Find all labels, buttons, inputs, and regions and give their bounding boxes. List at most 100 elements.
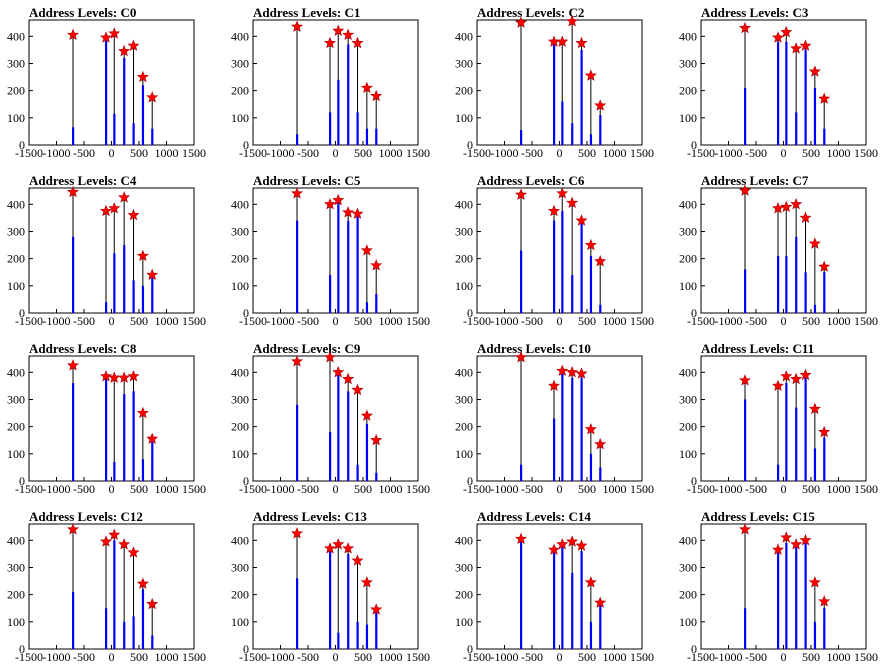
histogram-bar [375,128,378,145]
histogram-bar [777,551,780,649]
x-tick-label: -1000 [491,650,519,664]
x-tick-label: 1500 [630,482,654,496]
x-tick-label: -1000 [715,314,743,328]
x-tick-label: 1000 [155,146,179,160]
y-tick-label: 200 [455,252,473,266]
x-tick-label: -500 [73,146,95,160]
peak-star-marker [127,370,140,382]
y-tick-label: 200 [679,588,697,602]
y-tick-label: 200 [7,252,25,266]
peak-star-marker [290,187,304,199]
y-tick-label: 200 [7,420,25,434]
peak-star-marker [790,372,803,385]
y-tick-label: 0 [19,138,25,152]
peak-star-marker [771,543,785,555]
peak-star-marker [146,597,159,610]
x-tick-label: -1000 [715,650,743,664]
peak-star-marker [108,202,121,214]
y-tick-label: 100 [7,447,25,461]
peak-star-marker [584,423,597,435]
x-tick-label: 1000 [379,650,403,664]
peak-star-marker [584,69,597,81]
x-tick-label: 500 [130,650,148,664]
histogram-bar [113,253,116,313]
y-tick-label: 200 [231,420,249,434]
histogram-bar [785,543,788,649]
peak-star-marker [738,374,752,386]
peak-star-marker [799,368,812,381]
peak-star-marker [360,409,373,421]
x-tick-label: -1500 [239,650,267,664]
peak-star-marker [370,89,383,102]
histogram-bar [785,255,788,313]
x-tick-label: -1500 [15,146,43,160]
peak-star-marker [127,39,140,51]
x-tick-label: 0 [557,650,563,664]
y-tick-label: 100 [7,279,25,293]
histogram-bar [113,540,116,649]
x-tick-label: -1500 [687,314,715,328]
histogram-bar [599,600,602,649]
subplot-title: Address Levels: C2 [477,5,584,20]
plot-frame [476,19,643,146]
x-tick-label: 1000 [827,482,851,496]
histogram-bar [123,621,126,649]
x-tick-label: -500 [745,650,767,664]
peak-star-marker [66,185,80,198]
histogram-bar [804,49,807,145]
peak-star-marker [108,371,121,383]
x-tick-label: 1500 [182,314,206,328]
x-tick-label: -1000 [43,314,71,328]
histogram-bar [571,377,574,481]
peak-star-marker [818,92,831,104]
y-tick-label: 300 [7,392,25,406]
histogram-bar [571,274,574,313]
histogram-bar [823,437,826,481]
histogram-bar [785,41,788,145]
x-tick-label: -500 [297,146,319,160]
peak-star-marker [99,204,113,217]
histogram-bar [329,112,332,145]
x-tick-label: 0 [109,314,115,328]
subplot-title: Address Levels: C7 [701,173,809,188]
peak-star-marker [818,260,831,272]
histogram-bar [329,551,332,649]
peak-star-marker [136,70,149,83]
peak-star-marker [771,379,785,391]
x-tick-label: 0 [109,650,115,664]
y-tick-label: 0 [243,306,249,320]
peak-star-marker [290,355,304,367]
peak-star-marker [514,532,528,545]
histogram-bar [744,399,747,481]
histogram-bar [337,375,340,481]
histogram-bar [365,302,369,313]
peak-star-marker [146,432,159,444]
histogram-bar [553,551,556,649]
y-tick-label: 200 [231,588,249,602]
x-tick-label: 1000 [603,146,627,160]
y-tick-label: 200 [455,588,473,602]
peak-star-marker [584,238,597,251]
x-tick-label: 1500 [630,146,654,160]
x-tick-label: 500 [578,650,596,664]
histogram-bar [520,540,523,649]
x-tick-label: 1000 [155,314,179,328]
subplot-c5: Address Levels: C5 0 100 200 300 400 -1500 -100… [231,173,430,328]
peak-star-marker [594,99,607,111]
x-tick-label: -1500 [15,650,43,664]
histogram-bar [151,440,154,481]
y-tick-label: 200 [231,84,249,98]
histogram-bar [113,461,116,481]
peak-star-marker [799,211,812,223]
x-tick-label: 1500 [406,314,430,328]
histogram-bar [777,464,780,481]
y-tick-label: 400 [455,365,473,379]
peak-star-marker [556,364,569,377]
peak-star-marker [118,191,131,203]
peak-star-marker [108,27,121,39]
subplot-title: Address Levels: C4 [29,173,137,188]
peak-star-marker [146,91,159,103]
peak-star-marker [370,433,383,446]
x-tick-label: 1500 [854,482,878,496]
histogram-bar [132,123,135,145]
